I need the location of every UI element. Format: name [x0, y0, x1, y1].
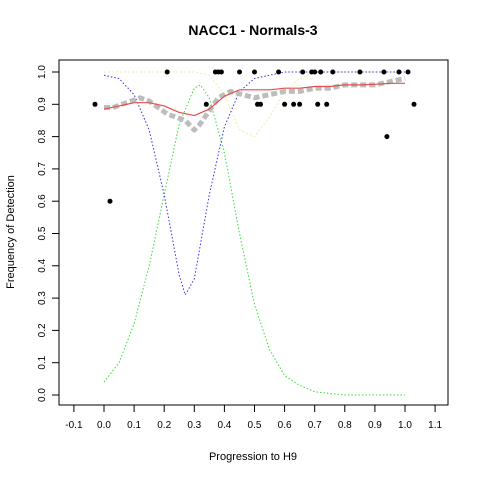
y-tick-label: 0.1	[37, 355, 48, 369]
x-tick-label: 0.4	[217, 420, 231, 431]
x-tick-label: 0.5	[248, 420, 262, 431]
data-point	[276, 69, 282, 75]
y-tick-label: 0.7	[37, 162, 48, 176]
x-axis: -0.1 0.0 0.1 0.2 0.3 0.4 0.5 0.6 0.7 0.8 0.9 1.0 1.1	[65, 405, 442, 431]
data-points	[92, 69, 417, 204]
chart-title: NACC1 - Normals-3	[188, 22, 317, 38]
data-point	[357, 69, 363, 75]
data-point	[411, 101, 417, 107]
x-tick-label: 0.8	[338, 420, 352, 431]
data-point	[315, 101, 321, 107]
x-tick-label: 0.3	[187, 420, 201, 431]
series-blue-curve	[103, 71, 405, 296]
y-tick-label: 0.6	[37, 194, 48, 208]
data-point	[203, 101, 209, 107]
x-tick-label: 1.1	[428, 420, 442, 431]
y-tick-label: 1.0	[37, 65, 48, 79]
data-point	[258, 101, 263, 107]
data-point	[330, 69, 336, 75]
data-point	[405, 69, 411, 75]
series-green-curve	[103, 84, 405, 396]
x-tick-label: 1.0	[398, 420, 412, 431]
series-yellow-curve	[104, 71, 405, 138]
x-tick-label: 0.2	[157, 420, 171, 431]
data-point	[312, 69, 318, 75]
data-point	[252, 69, 257, 75]
data-point	[381, 69, 387, 75]
data-point	[218, 69, 224, 75]
data-point	[300, 69, 306, 75]
x-tick-label: 0.9	[368, 420, 382, 431]
data-point	[291, 101, 297, 107]
y-tick-label: 0.4	[37, 258, 48, 272]
data-point	[384, 134, 390, 140]
x-tick-label: 0.1	[127, 420, 141, 431]
x-tick-label: 0.0	[97, 420, 111, 431]
data-point	[164, 69, 170, 75]
x-axis-label: Progression to H9	[209, 451, 297, 463]
curves	[103, 71, 406, 396]
data-point	[92, 101, 98, 107]
y-tick-label: 0.5	[37, 226, 48, 240]
plot-frame	[58, 59, 449, 406]
y-tick-label: 0.9	[37, 97, 48, 111]
y-tick-label: 0.2	[37, 323, 48, 337]
x-tick-label: 0.6	[278, 420, 292, 431]
data-point	[324, 101, 330, 107]
data-point	[297, 101, 303, 107]
data-point	[237, 69, 242, 75]
series-smoothed	[104, 76, 406, 133]
data-point	[107, 198, 113, 204]
y-tick-label: 0.3	[37, 291, 48, 305]
x-tick-label: -0.1	[65, 420, 83, 431]
y-axis: 0.0 0.1 0.2 0.3 0.4 0.5 0.6 0.7 0.8 0.9 1.0	[37, 65, 59, 402]
data-point	[282, 101, 288, 107]
x-tick-label: 0.7	[308, 420, 322, 431]
y-tick-label: 0.0	[37, 388, 48, 402]
data-point	[318, 69, 324, 75]
data-point	[396, 69, 402, 75]
y-axis-label: Frequency of Detection	[5, 175, 17, 289]
y-tick-label: 0.8	[37, 129, 48, 143]
series-fit	[103, 82, 405, 117]
